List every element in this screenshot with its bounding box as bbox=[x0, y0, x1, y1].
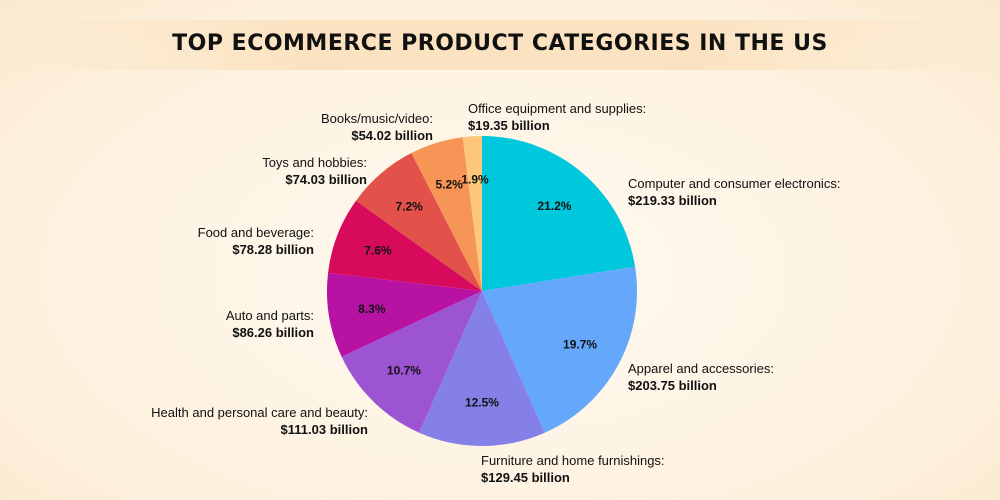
title-band bbox=[0, 20, 1000, 70]
callout-amount: $129.45 billion bbox=[481, 470, 570, 485]
callout-office-equipment: Office equipment and supplies: $19.35 bi… bbox=[468, 100, 646, 134]
callout-amount: $86.26 billion bbox=[232, 325, 314, 340]
pie-slice bbox=[328, 200, 482, 291]
callout-toys-hobbies: Toys and hobbies: $74.03 billion bbox=[262, 154, 367, 188]
callout-label: Computer and consumer electronics: bbox=[628, 176, 841, 191]
pie-slice bbox=[482, 136, 636, 291]
slice-percent-label: 19.7% bbox=[563, 337, 597, 351]
callout-label: Toys and hobbies: bbox=[262, 155, 367, 170]
callout-auto-parts: Auto and parts: $86.26 billion bbox=[226, 307, 314, 341]
callout-label: Food and beverage: bbox=[197, 225, 314, 240]
callout-label: Health and personal care and beauty: bbox=[151, 405, 368, 420]
callout-label: Office equipment and supplies: bbox=[468, 101, 647, 116]
slice-percent-label: 7.2% bbox=[395, 199, 423, 213]
callout-amount: $19.35 billion bbox=[468, 118, 550, 133]
callout-amount: $78.28 billion bbox=[232, 242, 314, 257]
callout-books-music-video: Books/music/video: $54.02 billion bbox=[321, 110, 433, 144]
slice-percent-label: 5.2% bbox=[435, 177, 463, 191]
pie-slice bbox=[327, 272, 482, 357]
chart-title: TOP ECOMMERCE PRODUCT CATEGORIES IN THE … bbox=[172, 31, 828, 56]
callout-amount: $54.02 billion bbox=[351, 128, 433, 143]
callout-apparel: Apparel and accessories: $203.75 billion bbox=[628, 360, 774, 394]
slice-percent-label: 21.2% bbox=[537, 199, 571, 213]
slice-percent-label: 8.3% bbox=[358, 302, 386, 316]
callout-label: Apparel and accessories: bbox=[628, 361, 774, 376]
callout-label: Furniture and home furnishings: bbox=[481, 453, 665, 468]
callout-amount: $74.03 billion bbox=[285, 172, 367, 187]
slice-percent-label: 12.5% bbox=[465, 396, 499, 410]
callout-label: Books/music/video: bbox=[321, 111, 433, 126]
pie-slice bbox=[482, 266, 637, 433]
slice-percent-label: 10.7% bbox=[387, 364, 421, 378]
callout-amount: $111.03 billion bbox=[280, 422, 368, 437]
callout-food-beverage: Food and beverage: $78.28 billion bbox=[198, 224, 314, 258]
pie-slice bbox=[341, 291, 482, 433]
slice-percent-label: 1.9% bbox=[461, 173, 489, 187]
callout-amount: $219.33 billion bbox=[628, 193, 717, 208]
callout-furniture: Furniture and home furnishings: $129.45 … bbox=[481, 452, 665, 486]
callout-computer-electronics: Computer and consumer electronics: $219.… bbox=[628, 175, 840, 209]
pie-slice bbox=[355, 152, 482, 291]
pie-slice bbox=[462, 136, 482, 291]
pie-slice bbox=[411, 137, 482, 291]
slice-percent-label: 7.6% bbox=[364, 244, 392, 258]
callout-label: Auto and parts: bbox=[225, 308, 314, 323]
callout-health-beauty: Health and personal care and beauty: $11… bbox=[151, 404, 368, 438]
pie-slice bbox=[419, 291, 545, 446]
callout-amount: $203.75 billion bbox=[628, 378, 717, 393]
